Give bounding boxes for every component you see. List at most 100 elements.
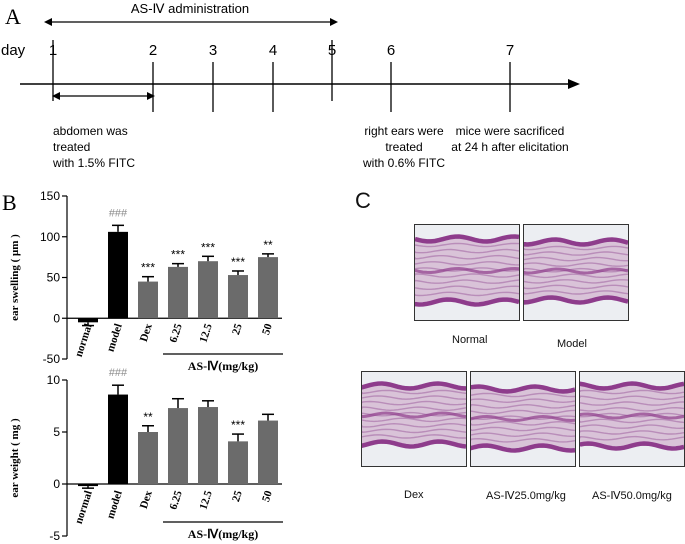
category-label-12.5: 12.5 bbox=[197, 489, 215, 511]
cartilage-layer bbox=[415, 266, 519, 275]
day-number-6: 6 bbox=[387, 42, 395, 59]
bar-Dex bbox=[138, 432, 158, 484]
micrograph-model bbox=[523, 224, 629, 321]
day-ticks: 1 2 3 4 5 6 7 bbox=[49, 40, 514, 112]
y-tick-label: -50 bbox=[43, 352, 61, 366]
caption-as-iv-25: AS-Ⅳ25.0mg/kg bbox=[486, 490, 566, 502]
tissue-fiber bbox=[415, 242, 519, 248]
panel-a-label: A bbox=[5, 4, 21, 29]
tissue-section bbox=[524, 237, 628, 305]
significance-6.25: *** bbox=[171, 248, 185, 262]
category-label-12.5: 12.5 bbox=[197, 322, 215, 344]
panel-b-label: B bbox=[2, 190, 17, 215]
tissue-fiber bbox=[580, 395, 684, 401]
day-number-1: 1 bbox=[49, 42, 57, 59]
day-label: day bbox=[1, 42, 26, 59]
micrograph-dex bbox=[361, 371, 467, 467]
cartilage-layer bbox=[524, 267, 628, 275]
y-tick-label: 150 bbox=[40, 189, 60, 203]
tissue-fiber bbox=[524, 251, 628, 256]
arrow-head-left bbox=[44, 18, 52, 26]
tissue-fiber bbox=[415, 273, 519, 278]
epidermis-top bbox=[524, 237, 628, 247]
cartilage-layer bbox=[580, 412, 684, 420]
tissue-fiber bbox=[471, 398, 575, 404]
ear-weight-chart: -5 0 5 10 ear weight ( mg ) normal ### model ** D… bbox=[9, 367, 283, 543]
tissue-fiber bbox=[524, 284, 628, 290]
note-right-2: at 24 h after elicitation bbox=[451, 140, 568, 154]
tissue-fiber bbox=[471, 437, 575, 443]
tissue-fiber bbox=[362, 389, 466, 395]
y-axis-title: ear weight ( mg ) bbox=[9, 418, 21, 498]
bar-Dex bbox=[138, 281, 158, 319]
arrow-head-right bbox=[330, 18, 338, 26]
note-mid-1: right ears were bbox=[364, 124, 444, 138]
tissue-fiber bbox=[362, 406, 466, 412]
tissue-fiber bbox=[362, 400, 466, 406]
epidermis-top bbox=[471, 384, 575, 394]
category-label-model: model bbox=[105, 489, 125, 520]
tissue-fiber bbox=[471, 392, 575, 398]
bar-normal bbox=[78, 318, 98, 323]
note-left-1: abdomen was bbox=[53, 124, 128, 138]
y-tick-label: 0 bbox=[53, 477, 60, 491]
significance-Dex: *** bbox=[141, 261, 155, 275]
tissue-fiber bbox=[524, 279, 628, 284]
tissue-fiber bbox=[415, 254, 519, 260]
epidermis-bottom bbox=[471, 443, 575, 453]
day-number-3: 3 bbox=[209, 42, 217, 59]
note-mid-3: with 0.6% FITC bbox=[362, 156, 445, 170]
category-label-50: 50 bbox=[260, 489, 275, 504]
tissue-fiber bbox=[471, 432, 575, 438]
day-number-4: 4 bbox=[269, 42, 277, 59]
bar-12.5 bbox=[198, 261, 218, 319]
category-label-Dex: Dex bbox=[138, 322, 155, 344]
y-tick-label: 0 bbox=[53, 311, 60, 325]
micrograph-normal bbox=[414, 224, 520, 321]
panel-c-label: C bbox=[355, 188, 371, 213]
significance-model: ### bbox=[109, 207, 128, 219]
caption-dex: Dex bbox=[404, 489, 424, 501]
y-tick-label: 50 bbox=[47, 271, 61, 285]
note-right-1: mice were sacrificed bbox=[456, 124, 565, 138]
category-label-normal: normal bbox=[73, 489, 95, 525]
y-tick-label: 10 bbox=[47, 373, 61, 387]
ear-swelling-chart: -50 0 50 100 150 ear swelling ( μm ) normal ###… bbox=[9, 189, 283, 373]
tissue-fiber bbox=[580, 430, 684, 435]
tissue-fiber bbox=[524, 267, 628, 273]
tissue-fiber bbox=[580, 389, 684, 395]
y-tick-label: 5 bbox=[53, 425, 60, 439]
tissue-fiber bbox=[580, 435, 684, 441]
tissue-fiber bbox=[471, 403, 575, 409]
caption-as-iv-50: AS-Ⅳ50.0mg/kg bbox=[592, 490, 672, 502]
note-left-2: treated bbox=[53, 140, 90, 154]
tissue-section bbox=[580, 381, 684, 451]
category-label-6.25: 6.25 bbox=[167, 489, 185, 511]
caption-model: Model bbox=[557, 338, 587, 350]
significance-12.5: *** bbox=[201, 240, 215, 254]
category-label-normal: normal bbox=[73, 322, 95, 358]
y-axis-title: ear swelling ( μm ) bbox=[9, 234, 21, 321]
tissue-fiber bbox=[362, 422, 466, 428]
category-label-25: 25 bbox=[230, 322, 245, 337]
bar-model bbox=[108, 394, 128, 484]
tissue-fiber bbox=[362, 428, 466, 434]
caption-normal: Normal bbox=[452, 334, 488, 346]
tissue-fiber bbox=[580, 418, 684, 424]
bar-25 bbox=[228, 275, 248, 319]
tissue-fiber bbox=[580, 401, 684, 406]
epidermis-bottom bbox=[362, 439, 466, 449]
note-mid-2: treated bbox=[385, 140, 422, 154]
tissue-fiber bbox=[415, 291, 519, 297]
bar-25 bbox=[228, 441, 248, 484]
significance-model: ### bbox=[109, 367, 128, 379]
tissue-fiber bbox=[524, 256, 628, 262]
category-label-6.25: 6.25 bbox=[167, 322, 185, 344]
tissue-fiber bbox=[524, 290, 628, 295]
tissue-fiber bbox=[471, 426, 575, 432]
tissue-fiber bbox=[471, 420, 575, 426]
tissue-fiber bbox=[362, 434, 466, 439]
epidermis-top bbox=[415, 234, 519, 244]
